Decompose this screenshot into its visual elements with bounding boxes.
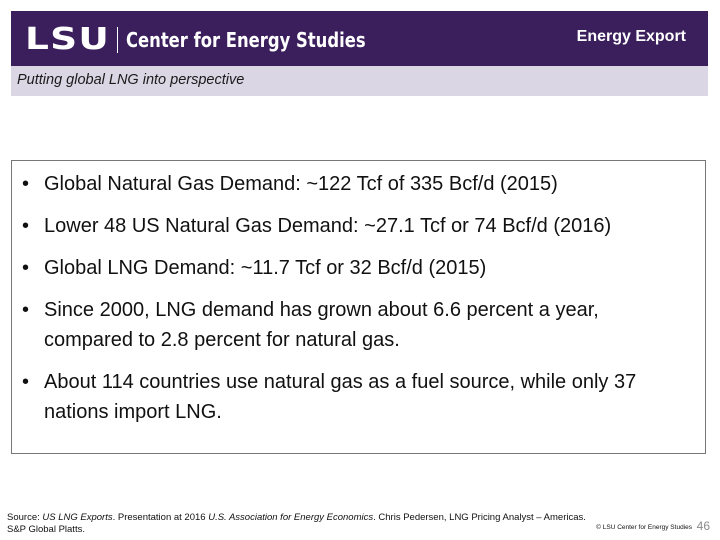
bullet-text: Global Natural Gas Demand: ~122 Tcf of 3… xyxy=(44,173,558,195)
source-line2: S&P Global Platts. xyxy=(7,524,85,535)
lsu-logo: LSU Center for Energy Studies xyxy=(25,25,418,55)
page-number: 46 xyxy=(696,519,710,533)
logo-mark: LSU xyxy=(25,22,111,57)
bullet-item: • Lower 48 US Natural Gas Demand: ~27.1 T… xyxy=(22,211,705,241)
bullet-icon: • xyxy=(22,173,30,195)
bullet-item: • Since 2000, LNG demand has grown about … xyxy=(22,295,705,355)
bullet-text: Since 2000, LNG demand has grown about 6… xyxy=(44,299,599,351)
header-banner: LSU Center for Energy Studies Energy Exp… xyxy=(11,11,708,66)
logo-divider xyxy=(117,27,118,53)
content-box: • Global Natural Gas Demand: ~122 Tcf of … xyxy=(11,160,706,454)
subtitle-bar: Putting global LNG into perspective xyxy=(11,66,708,96)
bullet-text: About 114 countries use natural gas as a… xyxy=(44,371,637,423)
bullet-text: Global LNG Demand: ~11.7 Tcf or 32 Bcf/d… xyxy=(44,257,487,279)
bullet-icon: • xyxy=(22,371,30,393)
source-title: US LNG Exports xyxy=(42,512,113,523)
bullet-item: • Global LNG Demand: ~11.7 Tcf or 32 Bcf/… xyxy=(22,253,705,283)
section-title: Energy Export xyxy=(576,28,686,45)
bullet-item: • Global Natural Gas Demand: ~122 Tcf of … xyxy=(22,169,705,199)
source-prefix: Source: xyxy=(7,512,43,523)
bullet-icon: • xyxy=(22,215,30,237)
bullet-icon: • xyxy=(22,299,30,321)
bullet-item: • About 114 countries use natural gas as … xyxy=(22,367,705,427)
source-mid1: . Presentation at 2016 xyxy=(112,512,209,523)
source-citation: Source: US LNG Exports. Presentation at … xyxy=(7,512,617,536)
bullet-list: • Global Natural Gas Demand: ~122 Tcf of … xyxy=(12,161,705,427)
source-mid2: . Chris Pedersen, LNG Pricing Analyst – … xyxy=(373,512,586,523)
bullet-text: Lower 48 US Natural Gas Demand: ~27.1 Tc… xyxy=(44,215,612,237)
bullet-icon: • xyxy=(22,257,30,279)
slide-subtitle: Putting global LNG into perspective xyxy=(17,72,245,88)
copyright: © LSU Center for Energy Studies xyxy=(596,524,692,531)
source-org: U.S. Association for Energy Economics xyxy=(208,512,374,523)
logo-text: Center for Energy Studies xyxy=(126,28,366,52)
